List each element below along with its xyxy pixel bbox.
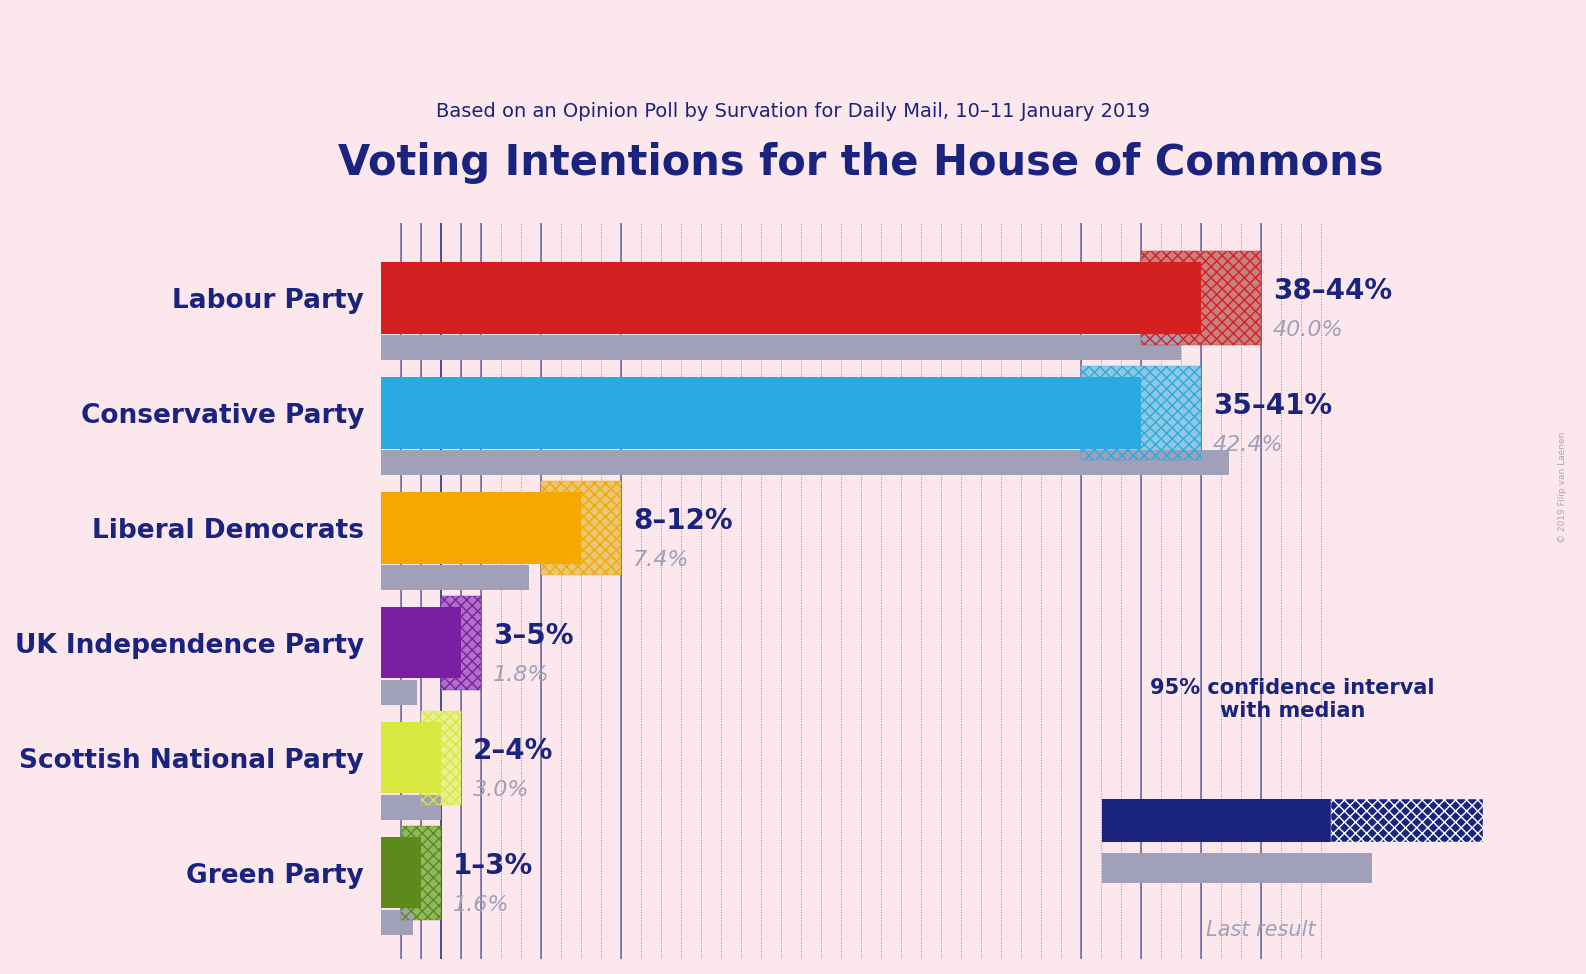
Bar bbox=[381, 795, 441, 820]
Text: 40.0%: 40.0% bbox=[1272, 320, 1343, 340]
Bar bbox=[381, 607, 462, 679]
Bar bbox=[1080, 366, 1201, 460]
Bar bbox=[401, 826, 441, 919]
Bar bbox=[1102, 799, 1331, 842]
Bar bbox=[381, 565, 528, 590]
Bar bbox=[1331, 799, 1483, 842]
Text: 35–41%: 35–41% bbox=[1213, 392, 1332, 420]
Bar bbox=[381, 837, 420, 909]
Text: © 2019 Filip van Laenen: © 2019 Filip van Laenen bbox=[1557, 431, 1567, 543]
Bar bbox=[420, 711, 462, 805]
Bar bbox=[381, 377, 1140, 449]
Text: 3–5%: 3–5% bbox=[493, 622, 573, 650]
Bar bbox=[381, 722, 441, 794]
Bar bbox=[441, 596, 481, 690]
Bar bbox=[401, 826, 441, 919]
Bar bbox=[381, 335, 1180, 360]
Bar bbox=[1080, 366, 1201, 460]
Bar bbox=[441, 596, 481, 690]
Text: 7.4%: 7.4% bbox=[633, 550, 690, 570]
Bar bbox=[381, 910, 412, 935]
Bar bbox=[1331, 799, 1483, 842]
Text: Based on an Opinion Poll by Survation for Daily Mail, 10–11 January 2019: Based on an Opinion Poll by Survation fo… bbox=[436, 102, 1150, 122]
Bar bbox=[381, 450, 1229, 475]
Bar bbox=[541, 481, 620, 575]
Bar bbox=[381, 492, 580, 564]
Text: 2–4%: 2–4% bbox=[473, 737, 554, 765]
Text: 95% confidence interval
with median: 95% confidence interval with median bbox=[1150, 678, 1435, 721]
Text: Last result: Last result bbox=[1205, 920, 1316, 941]
Bar bbox=[1140, 251, 1261, 345]
Text: 3.0%: 3.0% bbox=[473, 780, 530, 800]
Bar bbox=[381, 680, 417, 705]
Text: 8–12%: 8–12% bbox=[633, 507, 733, 535]
Bar bbox=[541, 481, 620, 575]
Bar bbox=[1102, 853, 1372, 882]
Text: 1.8%: 1.8% bbox=[493, 665, 549, 685]
Title: Voting Intentions for the House of Commons: Voting Intentions for the House of Commo… bbox=[338, 141, 1383, 184]
Text: 42.4%: 42.4% bbox=[1213, 435, 1283, 455]
Bar bbox=[420, 711, 462, 805]
Text: 1.6%: 1.6% bbox=[452, 895, 509, 915]
Bar bbox=[1140, 251, 1261, 345]
Text: 38–44%: 38–44% bbox=[1272, 277, 1393, 305]
Bar bbox=[381, 262, 1201, 334]
Text: 1–3%: 1–3% bbox=[452, 852, 533, 880]
